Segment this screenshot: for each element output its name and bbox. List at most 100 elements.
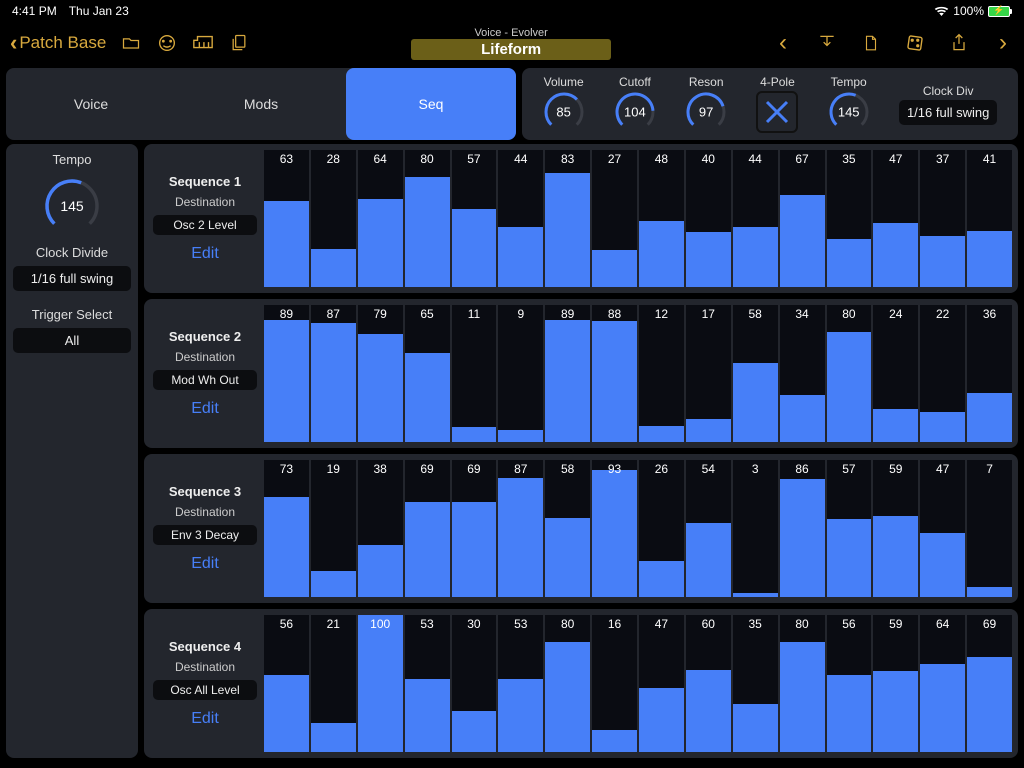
step-9[interactable]: 48 (639, 150, 684, 287)
step-14[interactable]: 59 (873, 615, 918, 752)
step-10[interactable]: 40 (686, 150, 731, 287)
cutoff-knob[interactable]: 104 (614, 91, 656, 133)
next-icon[interactable]: › (992, 32, 1014, 54)
tab-mods[interactable]: Mods (176, 68, 346, 140)
destination-select[interactable]: Osc 2 Level (153, 215, 257, 235)
step-10[interactable]: 54 (686, 460, 731, 597)
step-14[interactable]: 59 (873, 460, 918, 597)
step-13[interactable]: 56 (827, 615, 872, 752)
tab-seq[interactable]: Seq (346, 68, 516, 140)
step-4[interactable]: 65 (405, 305, 450, 442)
step-3[interactable]: 100 (358, 615, 403, 752)
step-11[interactable]: 3 (733, 460, 778, 597)
destination-select[interactable]: Osc All Level (153, 680, 257, 700)
step-3[interactable]: 79 (358, 305, 403, 442)
knob-panel: Volume 85 Cutoff 104 Reson 97 4-Pole Tem… (522, 68, 1018, 140)
step-13[interactable]: 35 (827, 150, 872, 287)
step-6[interactable]: 9 (498, 305, 543, 442)
step-15[interactable]: 47 (920, 460, 965, 597)
edit-button[interactable]: Edit (191, 555, 219, 573)
step-2[interactable]: 28 (311, 150, 356, 287)
step-12[interactable]: 86 (780, 460, 825, 597)
step-11[interactable]: 44 (733, 150, 778, 287)
step-6[interactable]: 87 (498, 460, 543, 597)
step-3[interactable]: 64 (358, 150, 403, 287)
step-7[interactable]: 89 (545, 305, 590, 442)
step-9[interactable]: 47 (639, 615, 684, 752)
trigger-select[interactable]: All (13, 328, 131, 353)
clock-divide-select[interactable]: 1/16 full swing (13, 266, 131, 291)
step-16[interactable]: 7 (967, 460, 1012, 597)
step-7[interactable]: 58 (545, 460, 590, 597)
step-9[interactable]: 12 (639, 305, 684, 442)
status-bar: 4:41 PM Thu Jan 23 100% ⚡ (0, 0, 1024, 22)
step-5[interactable]: 69 (452, 460, 497, 597)
destination-select[interactable]: Env 3 Decay (153, 525, 257, 545)
step-12[interactable]: 80 (780, 615, 825, 752)
clockdiv-label: Clock Div (923, 84, 974, 98)
folder-icon[interactable] (120, 32, 142, 54)
download-icon[interactable] (816, 32, 838, 54)
step-11[interactable]: 58 (733, 305, 778, 442)
document-icon[interactable] (860, 32, 882, 54)
step-6[interactable]: 44 (498, 150, 543, 287)
step-16[interactable]: 41 (967, 150, 1012, 287)
step-8[interactable]: 27 (592, 150, 637, 287)
step-8[interactable]: 16 (592, 615, 637, 752)
step-5[interactable]: 30 (452, 615, 497, 752)
dice-icon[interactable] (904, 32, 926, 54)
step-6[interactable]: 53 (498, 615, 543, 752)
step-11[interactable]: 35 (733, 615, 778, 752)
step-2[interactable]: 21 (311, 615, 356, 752)
step-16[interactable]: 36 (967, 305, 1012, 442)
step-3[interactable]: 38 (358, 460, 403, 597)
step-15[interactable]: 64 (920, 615, 965, 752)
prev-icon[interactable]: ‹ (772, 32, 794, 54)
sequence-title: Sequence 3 (169, 484, 241, 499)
step-15[interactable]: 37 (920, 150, 965, 287)
edit-button[interactable]: Edit (191, 400, 219, 418)
copy-icon[interactable] (228, 32, 250, 54)
clockdiv-select[interactable]: 1/16 full swing (899, 100, 997, 125)
step-1[interactable]: 89 (264, 305, 309, 442)
volume-knob[interactable]: 85 (543, 91, 585, 133)
step-4[interactable]: 53 (405, 615, 450, 752)
share-icon[interactable] (948, 32, 970, 54)
step-14[interactable]: 24 (873, 305, 918, 442)
step-8[interactable]: 88 (592, 305, 637, 442)
step-2[interactable]: 19 (311, 460, 356, 597)
destination-select[interactable]: Mod Wh Out (153, 370, 257, 390)
step-5[interactable]: 11 (452, 305, 497, 442)
step-1[interactable]: 73 (264, 460, 309, 597)
step-10[interactable]: 17 (686, 305, 731, 442)
step-12[interactable]: 34 (780, 305, 825, 442)
step-7[interactable]: 83 (545, 150, 590, 287)
tab-voice[interactable]: Voice (6, 68, 176, 140)
step-10[interactable]: 60 (686, 615, 731, 752)
step-16[interactable]: 69 (967, 615, 1012, 752)
tempo-knob[interactable]: 145 (828, 91, 870, 133)
step-7[interactable]: 80 (545, 615, 590, 752)
step-12[interactable]: 67 (780, 150, 825, 287)
step-4[interactable]: 69 (405, 460, 450, 597)
edit-button[interactable]: Edit (191, 245, 219, 263)
pole-toggle[interactable] (756, 91, 798, 133)
side-tempo-knob[interactable]: 145 (43, 177, 101, 235)
step-13[interactable]: 80 (827, 305, 872, 442)
patch-name[interactable]: Lifeform (411, 39, 611, 60)
step-15[interactable]: 22 (920, 305, 965, 442)
step-14[interactable]: 47 (873, 150, 918, 287)
step-5[interactable]: 57 (452, 150, 497, 287)
dial-icon[interactable] (156, 32, 178, 54)
step-9[interactable]: 26 (639, 460, 684, 597)
step-13[interactable]: 57 (827, 460, 872, 597)
step-2[interactable]: 87 (311, 305, 356, 442)
reson-knob[interactable]: 97 (685, 91, 727, 133)
piano-icon[interactable] (192, 32, 214, 54)
back-button[interactable]: ‹ Patch Base (10, 32, 106, 54)
step-1[interactable]: 56 (264, 615, 309, 752)
step-4[interactable]: 80 (405, 150, 450, 287)
step-1[interactable]: 63 (264, 150, 309, 287)
edit-button[interactable]: Edit (191, 710, 219, 728)
step-8[interactable]: 93 (592, 460, 637, 597)
